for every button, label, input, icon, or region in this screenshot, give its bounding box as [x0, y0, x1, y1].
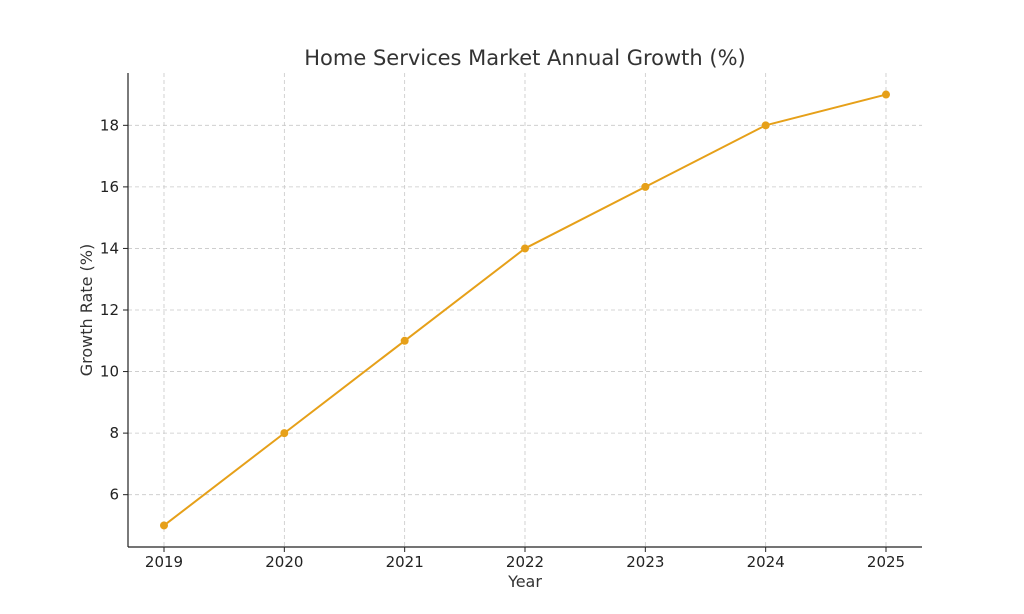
- y-tick-label: 10: [100, 363, 119, 381]
- y-axis-label: Growth Rate (%): [77, 244, 96, 376]
- x-tick-label: 2022: [506, 553, 544, 571]
- x-tick-label: 2024: [747, 553, 785, 571]
- data-point: [280, 429, 289, 438]
- series-group: [160, 90, 890, 530]
- data-point: [521, 244, 529, 253]
- y-tick-label: 12: [100, 301, 119, 319]
- x-tick-label: 2019: [145, 553, 183, 571]
- y-tick-label: 8: [109, 424, 119, 442]
- x-tick-label: 2023: [626, 553, 664, 571]
- y-tick-label: 16: [100, 178, 119, 196]
- x-axis-ticks: 2019 2020 2021 2022 2023 2024 2025: [145, 547, 905, 571]
- y-axis-ticks: 6 8 10 12 14 16 18: [100, 116, 128, 504]
- grid: [128, 73, 922, 547]
- y-tick-label: 6: [109, 486, 119, 504]
- x-tick-label: 2025: [867, 553, 905, 571]
- x-axis-label: Year: [507, 572, 542, 591]
- data-point: [641, 182, 650, 191]
- y-tick-label: 14: [100, 239, 119, 257]
- data-point: [160, 521, 168, 530]
- data-point: [761, 121, 770, 130]
- data-point: [882, 90, 890, 99]
- chart-title: Home Services Market Annual Growth (%): [304, 46, 745, 70]
- data-point: [400, 336, 409, 345]
- x-tick-label: 2020: [265, 553, 303, 571]
- x-tick-label: 2021: [386, 553, 424, 571]
- y-tick-label: 18: [100, 116, 119, 134]
